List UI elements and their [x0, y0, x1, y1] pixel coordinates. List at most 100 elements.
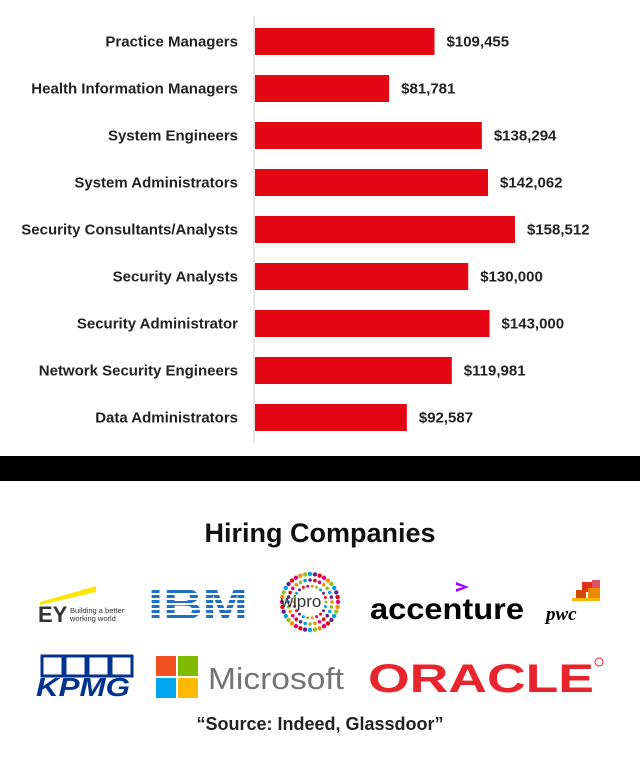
wipro-dot — [294, 617, 299, 621]
wipro-dot — [310, 584, 314, 588]
wipro-dot — [281, 590, 286, 595]
wipro-dot — [289, 578, 295, 583]
wipro-dot — [313, 621, 317, 626]
oracle-letters: ORACLE — [368, 657, 594, 698]
pwc-logo: pwc — [544, 580, 600, 625]
pwc-letters: pwc — [544, 604, 577, 625]
kpmg-box-2 — [63, 654, 88, 678]
wipro-dot — [295, 591, 298, 595]
wipro-dot — [298, 626, 303, 631]
wipro-dot — [315, 585, 319, 589]
wipro-dot — [307, 571, 313, 577]
wipro-dot — [334, 590, 339, 595]
bar — [255, 263, 469, 290]
wipro-dot — [329, 595, 334, 599]
oracle-logo: ORACLE — [368, 657, 604, 698]
wipro-dot — [292, 600, 296, 604]
bar — [255, 404, 407, 431]
kpmg-box-4 — [109, 654, 134, 678]
wipro-dot — [332, 613, 337, 619]
wipro-dot — [323, 596, 327, 599]
wipro-dot — [322, 609, 325, 613]
wipro-dot — [302, 572, 308, 577]
wipro-dot — [308, 578, 312, 582]
wipro-dot — [312, 627, 318, 632]
wipro-dot — [298, 612, 301, 616]
value-label: $119,981 — [464, 363, 526, 380]
wipro-dot — [328, 609, 332, 614]
wipro-dot — [312, 572, 318, 577]
wipro-dot — [330, 600, 334, 604]
wipro-dot — [332, 585, 337, 591]
bar — [255, 310, 490, 337]
wipro-dot — [308, 622, 312, 626]
microsoft-letters: Microsoft — [208, 661, 344, 696]
wipro-dot — [303, 621, 307, 626]
oracle-registered-mark — [594, 657, 604, 667]
value-label: $142,062 — [500, 175, 563, 192]
wipro-dot — [317, 620, 322, 624]
wipro-dot — [283, 585, 288, 591]
wipro-dot — [319, 612, 322, 616]
ey-tagline-2: working world — [69, 614, 116, 623]
wipro-dot — [301, 615, 305, 619]
pwc-block-4 — [592, 580, 600, 588]
wipro-dot — [321, 575, 327, 580]
wipro-dot — [298, 588, 301, 592]
wipro-dot — [293, 624, 299, 629]
category-label: Health Information Managers — [31, 81, 238, 98]
wipro-dot — [293, 605, 297, 608]
wipro-dot — [293, 575, 299, 580]
wipro-dot — [301, 585, 305, 589]
category-label: System Engineers — [108, 128, 238, 145]
ey-yellow-bar — [40, 586, 96, 605]
value-label: $81,781 — [401, 81, 455, 98]
wipro-dot — [286, 595, 291, 599]
kpmg-letters: KPMG — [36, 672, 130, 698]
kpmg-box-1 — [40, 654, 65, 678]
wipro-dot — [323, 605, 327, 608]
category-label: Data Administrators — [95, 410, 238, 427]
wipro-dot — [302, 627, 308, 632]
ey-letters: EY — [38, 602, 68, 626]
category-label: Security Administrator — [77, 316, 238, 333]
wipro-dot — [335, 594, 340, 600]
accenture-letters: accenture — [370, 593, 524, 626]
wipro-dot — [286, 605, 291, 609]
wipro-dot — [321, 624, 327, 629]
bar — [255, 357, 452, 384]
pwc-block-5 — [572, 598, 600, 601]
wipro-dot — [280, 594, 285, 600]
wipro-dot — [319, 588, 322, 592]
wipro-dot — [325, 578, 331, 583]
accenture-logo: accenture — [370, 582, 524, 626]
wipro-dot — [281, 609, 286, 614]
wipro-dot — [317, 626, 322, 631]
wipro-dot — [298, 620, 303, 624]
wipro-dot — [322, 591, 325, 595]
wipro-dot — [307, 627, 313, 633]
bar — [255, 75, 390, 102]
wipro-dot — [298, 580, 303, 584]
ey-logo: EY Building a better working world — [38, 586, 125, 626]
value-label: $130,000 — [480, 269, 543, 286]
wipro-dot — [321, 583, 326, 587]
wipro-dot — [303, 578, 307, 583]
ibm-logo: IBM — [148, 580, 248, 624]
wipro-logo: wipro — [279, 571, 341, 633]
kpmg-logo: KPMG — [36, 654, 134, 698]
wipro-dot — [324, 600, 328, 604]
wipro-dot — [313, 578, 317, 583]
hiring-companies-title: Hiring Companies — [204, 518, 436, 548]
wipro-dot — [310, 616, 314, 620]
accenture-chevron — [456, 582, 469, 592]
wipro-dot — [283, 613, 288, 619]
category-label: System Administrators — [74, 175, 238, 192]
value-label: $143,000 — [502, 316, 565, 333]
bar — [255, 28, 435, 55]
wipro-dot-ring — [279, 571, 341, 633]
category-label: Practice Managers — [105, 34, 238, 51]
wipro-dot — [293, 596, 297, 599]
wipro-dot — [286, 617, 291, 623]
wipro-dot — [280, 604, 285, 610]
